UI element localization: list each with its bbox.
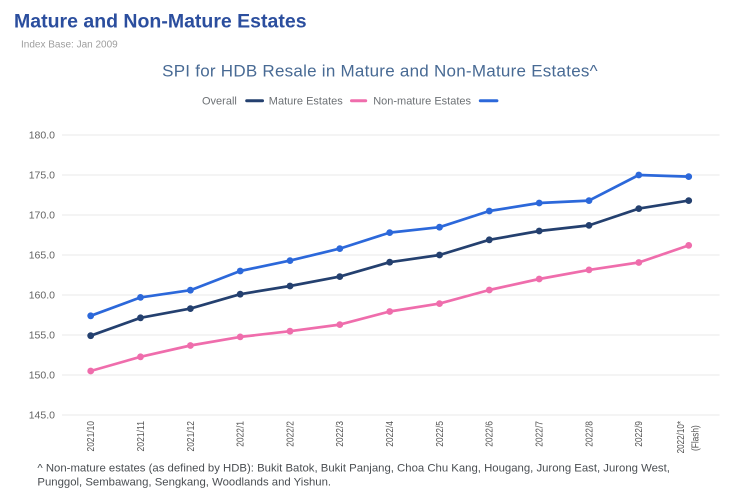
svg-text:160.0: 160.0 — [29, 290, 55, 302]
svg-text:2022/5: 2022/5 — [435, 421, 446, 447]
svg-text:2022/7: 2022/7 — [535, 421, 546, 447]
svg-text:2022/8: 2022/8 — [584, 421, 595, 447]
svg-text:170.0: 170.0 — [29, 210, 55, 222]
svg-text:2021/11: 2021/11 — [136, 421, 147, 452]
svg-text:Overall: Overall — [202, 95, 237, 107]
svg-text:Mature and Non-Mature Estates: Mature and Non-Mature Estates — [14, 11, 307, 33]
svg-text:Punggol, Sembawang, Sengkang,: Punggol, Sembawang, Sengkang, Woodlands … — [37, 477, 331, 489]
svg-text:SPI for HDB Resale in Mature a: SPI for HDB Resale in Mature and Non-Mat… — [162, 62, 598, 81]
svg-text:2022/9: 2022/9 — [634, 421, 645, 447]
svg-text:145.0: 145.0 — [29, 410, 55, 422]
svg-text:175.0: 175.0 — [29, 170, 55, 182]
svg-text:155.0: 155.0 — [29, 330, 55, 342]
svg-text:180.0: 180.0 — [29, 130, 55, 142]
svg-text:2022/1: 2022/1 — [236, 421, 247, 447]
svg-text:2022/3: 2022/3 — [335, 421, 346, 447]
svg-text:2022/2: 2022/2 — [285, 421, 296, 447]
svg-text:Index Base: Jan 2009: Index Base: Jan 2009 — [21, 40, 118, 51]
svg-text:150.0: 150.0 — [29, 370, 55, 382]
svg-text:Mature Estates: Mature Estates — [269, 95, 343, 107]
svg-text:165.0: 165.0 — [29, 250, 55, 262]
svg-text:2022/6: 2022/6 — [485, 421, 496, 447]
svg-text:2021/12: 2021/12 — [186, 421, 197, 452]
svg-text:2022/4: 2022/4 — [385, 421, 396, 447]
svg-text:^ Non-mature estates (as defin: ^ Non-mature estates (as defined by HDB)… — [37, 463, 670, 475]
svg-text:2021/10: 2021/10 — [86, 421, 97, 452]
svg-text:Non-mature Estates: Non-mature Estates — [373, 95, 471, 107]
svg-text:(Flash): (Flash) — [690, 425, 701, 451]
svg-text:2022/10*: 2022/10* — [676, 421, 687, 453]
